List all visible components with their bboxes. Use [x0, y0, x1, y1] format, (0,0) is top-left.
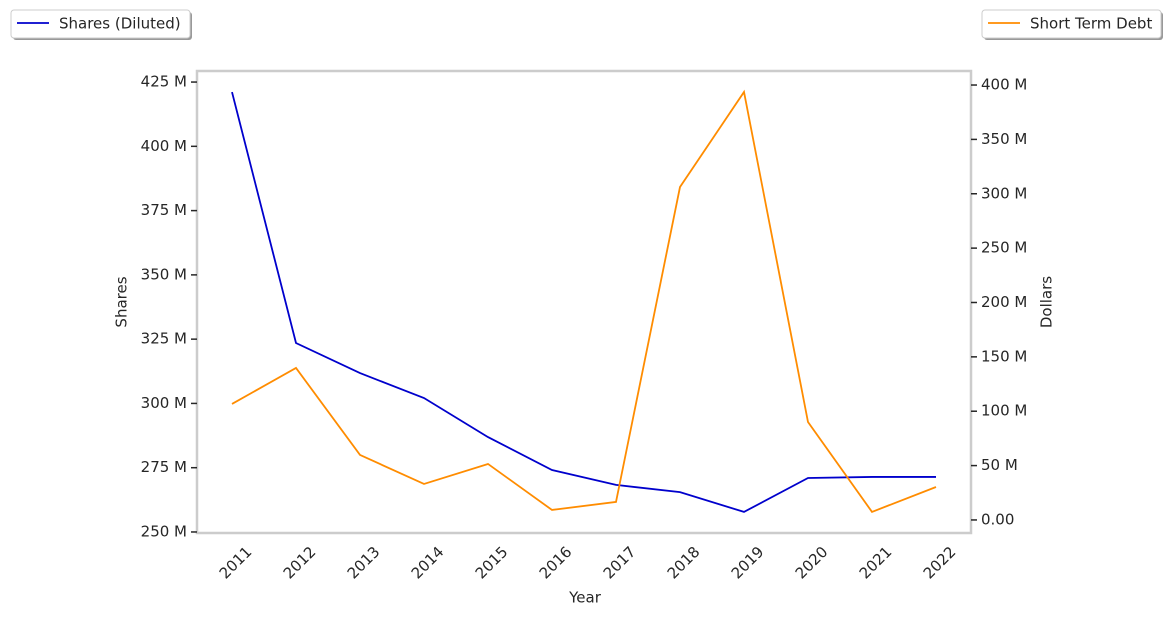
y2-axis-label: Dollars	[1038, 276, 1056, 328]
x-tick-label: 2013	[344, 543, 384, 583]
y-axis-label: Shares	[113, 276, 131, 327]
x-tick-label: 2022	[920, 543, 960, 583]
series-line	[231, 91, 936, 513]
legend-label: Short Term Debt	[1030, 15, 1152, 33]
y2-tick-label: 0.00	[981, 510, 1014, 528]
y2-tick-label: 100 M	[981, 402, 1027, 420]
y2-tick-label: 200 M	[981, 293, 1027, 311]
legend: Short Term Debt	[981, 9, 1163, 40]
x-axis-label: Year	[568, 589, 602, 607]
x-tick-label: 2020	[792, 543, 832, 583]
x-tick-label: 2016	[536, 543, 576, 583]
legend: Shares (Diluted)	[10, 9, 192, 40]
y2-tick-label: 250 M	[981, 239, 1027, 257]
y-tick-label: 250 M	[141, 522, 187, 540]
y-tick-label: 300 M	[141, 394, 187, 412]
x-tick-label: 2018	[664, 543, 704, 583]
legend-box	[10, 9, 191, 39]
y-tick-label: 350 M	[141, 265, 187, 283]
y2-tick-label: 50 M	[981, 456, 1018, 474]
plot-frame	[195, 69, 973, 535]
y-tick-label: 425 M	[141, 73, 187, 91]
x-tick-label: 2021	[856, 543, 896, 583]
y2-tick-label: 400 M	[981, 76, 1027, 94]
x-tick-label: 2014	[408, 543, 448, 583]
legend-label: Shares (Diluted)	[59, 15, 181, 33]
x-tick-label: 2017	[600, 543, 640, 583]
y2-tick-label: 150 M	[981, 347, 1027, 365]
series-line	[231, 89, 937, 513]
y-tick-label: 375 M	[141, 201, 187, 219]
y-tick-label: 275 M	[141, 458, 187, 476]
x-tick-label: 2019	[728, 543, 768, 583]
x-tick-label: 2012	[280, 543, 320, 583]
y2-tick-label: 300 M	[981, 184, 1027, 202]
x-tick-label: 2011	[216, 543, 256, 583]
y-tick-label: 400 M	[141, 137, 187, 155]
legend-box	[981, 9, 1162, 39]
x-tick-label: 2015	[472, 543, 512, 583]
y2-tick-label: 350 M	[981, 130, 1027, 148]
y-tick-label: 325 M	[141, 330, 187, 348]
